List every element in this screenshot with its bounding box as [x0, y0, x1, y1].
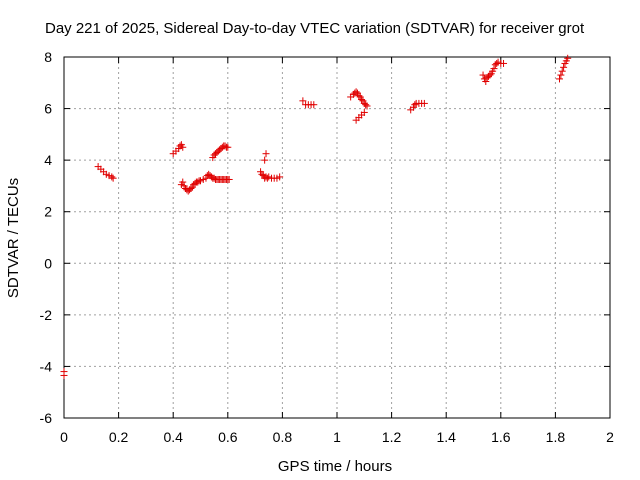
y-tick-label: -2: [40, 307, 53, 323]
data-point: [310, 101, 318, 109]
data-point: [60, 371, 68, 379]
x-tick-label: 1.2: [382, 429, 402, 445]
data-point: [224, 143, 232, 151]
y-tick-label: 2: [44, 204, 52, 220]
x-tick-label: 0.2: [109, 429, 129, 445]
data-point: [258, 170, 266, 178]
chart-title: Day 221 of 2025, Sidereal Day-to-day VTE…: [45, 20, 585, 37]
data-point: [262, 150, 270, 158]
data-point: [109, 174, 117, 182]
y-tick-label: 6: [44, 101, 52, 117]
data-point: [362, 101, 370, 109]
x-tick-label: 0: [60, 429, 68, 445]
x-tick-labels: 0 0.2 0.4 0.6 0.8 1 1.2 1.4 1.6 1.8 2: [60, 429, 614, 445]
data-point: [276, 173, 284, 181]
x-tick-label: 0.6: [218, 429, 238, 445]
y-tick-labels: -6 -4 -2 0 2 4 6 8: [40, 49, 53, 426]
y-tick-label: 0: [44, 255, 52, 271]
y-tick-label: 8: [44, 49, 52, 65]
x-tick-label: 0.4: [163, 429, 183, 445]
data-point: [363, 102, 371, 110]
data-point: [411, 101, 419, 109]
x-tick-label: 1.6: [491, 429, 511, 445]
data-point: [420, 99, 428, 107]
x-tick-label: 1: [333, 429, 341, 445]
x-tick-label: 1.4: [436, 429, 456, 445]
data-point: [490, 65, 498, 73]
data-point: [555, 75, 563, 83]
data-point: [355, 92, 363, 100]
data-point: [108, 173, 116, 181]
data-point: [225, 175, 233, 183]
data-point: [564, 54, 572, 62]
data-point: [558, 67, 566, 75]
data-point: [360, 108, 368, 116]
y-tick-label: -4: [40, 358, 53, 374]
data-point: [482, 77, 490, 85]
data-point: [261, 156, 269, 164]
x-tick-label: 1.8: [546, 429, 566, 445]
data-point: [560, 63, 568, 71]
x-tick-label: 2: [606, 429, 614, 445]
data-point: [179, 143, 187, 151]
data-point: [299, 97, 307, 105]
data-point: [479, 71, 487, 79]
data-points: [60, 54, 572, 379]
data-point: [557, 71, 565, 79]
axis-ticks: [63, 56, 611, 419]
y-tick-label: 4: [44, 152, 52, 168]
grid-lines: [64, 57, 610, 418]
y-tick-label: -6: [40, 410, 53, 426]
data-point: [500, 59, 508, 67]
data-point: [187, 185, 195, 193]
data-point: [486, 71, 494, 79]
data-point: [358, 96, 366, 104]
data-point: [352, 88, 360, 96]
data-point: [179, 178, 187, 186]
y-axis-title: SDTVAR / TECUs: [5, 178, 22, 298]
x-tick-label: 0.8: [273, 429, 293, 445]
x-axis-title: GPS time / hours: [278, 458, 392, 475]
